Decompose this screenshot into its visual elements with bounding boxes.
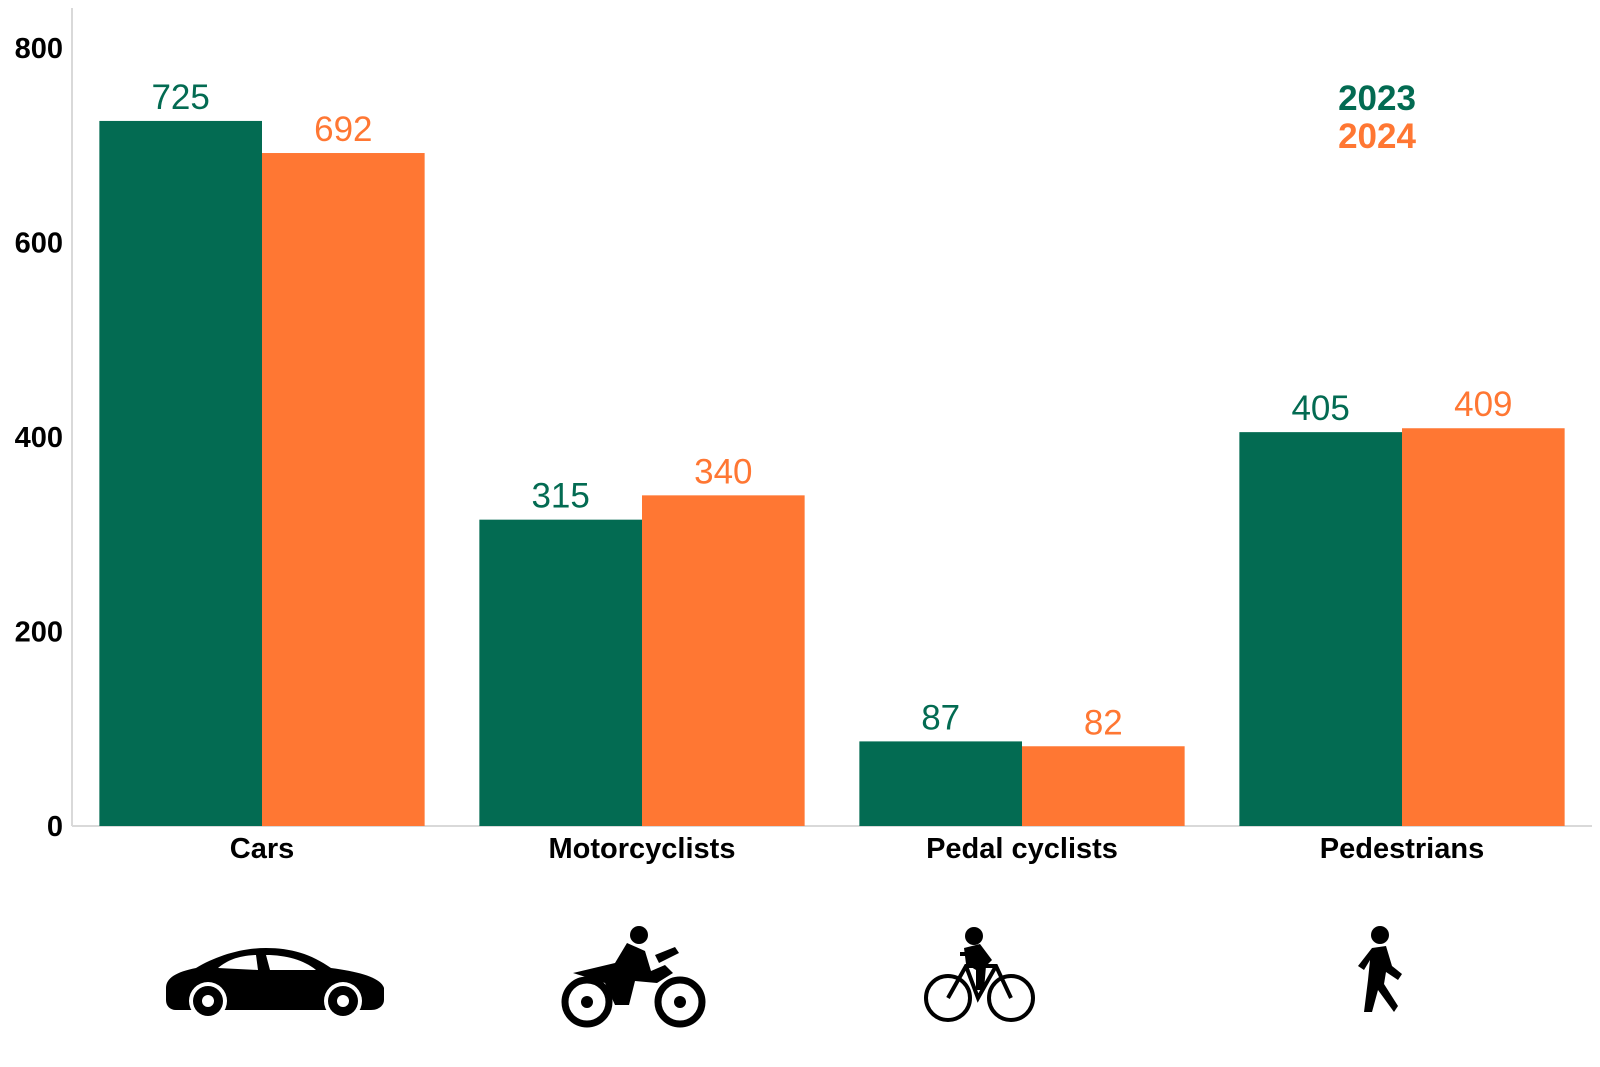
bar-2023-cars (99, 120, 262, 826)
data-label: 340 (694, 452, 752, 491)
pedestrian-icon (1358, 926, 1402, 1012)
category-label: Pedestrians (1320, 833, 1484, 865)
motorcycle-icon (561, 926, 706, 1028)
data-label: 315 (531, 477, 589, 516)
bar-2024-pedal-cyclists (1022, 746, 1185, 826)
category-label: Pedal cyclists (926, 833, 1118, 865)
legend-item-2023: 2023 (1338, 79, 1416, 118)
y-tick-label: 800 (15, 33, 63, 65)
car-icon (166, 948, 384, 1020)
y-tick-label: 200 (15, 617, 63, 649)
data-label: 409 (1454, 385, 1512, 424)
category-label: Cars (230, 833, 295, 865)
y-tick-label: 400 (15, 422, 63, 454)
bars (99, 120, 1565, 826)
y-tick-labels: 0 200 400 600 800 (15, 33, 63, 843)
data-label: 82 (1084, 703, 1123, 742)
bar-2024-motorcyclists (642, 495, 805, 826)
bar-2024-cars (262, 153, 425, 826)
category-label: Motorcyclists (549, 833, 736, 865)
y-tick-label: 600 (15, 228, 63, 260)
y-tick-label: 0 (47, 811, 63, 843)
data-label: 405 (1291, 389, 1349, 428)
data-label: 692 (314, 110, 372, 149)
bar-2024-pedestrians (1402, 428, 1565, 826)
legend-item-2024: 2024 (1338, 117, 1416, 156)
legend: 2023 2024 (1338, 79, 1416, 156)
data-label: 725 (151, 78, 209, 117)
data-label: 87 (921, 698, 960, 737)
data-labels: 725 692 315 340 87 82 405 409 (151, 78, 1512, 742)
bar-2023-motorcyclists (479, 519, 642, 826)
bar-2023-pedestrians (1239, 432, 1402, 826)
bicycle-icon (924, 927, 1035, 1022)
category-icons (166, 926, 1402, 1028)
bar-2023-pedal-cyclists (859, 741, 1022, 826)
category-labels: Cars Motorcyclists Pedal cyclists Pedestria… (230, 833, 1484, 865)
